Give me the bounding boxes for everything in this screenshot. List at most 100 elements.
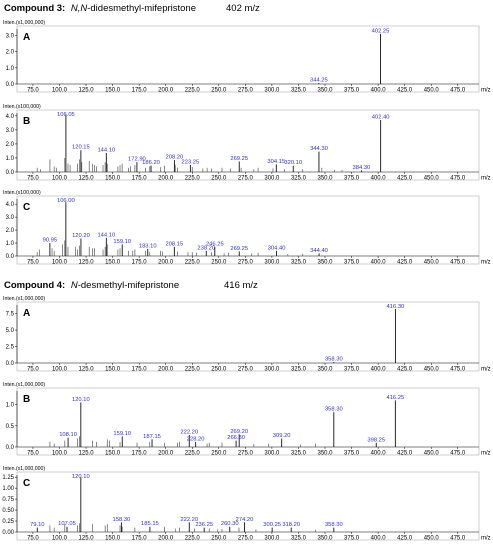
x-tick-label: 100.0 bbox=[52, 451, 68, 457]
x-tick-label: 450.0 bbox=[424, 88, 440, 94]
panel-frame bbox=[16, 471, 480, 541]
x-tick-label: 475.0 bbox=[450, 260, 466, 266]
peak-label: 309.20 bbox=[273, 433, 291, 439]
x-tick-label: 450.0 bbox=[424, 367, 440, 373]
x-tick-label: 225.0 bbox=[185, 176, 201, 182]
peak-label: 223.25 bbox=[182, 159, 200, 165]
peak-label: 269.25 bbox=[230, 156, 248, 162]
x-tick-label: 200.0 bbox=[158, 536, 174, 542]
x-tick-label: 375.0 bbox=[344, 451, 360, 457]
x-tick-label: 350.0 bbox=[317, 88, 333, 94]
x-tick-label: 300.0 bbox=[264, 88, 280, 94]
panel-label: A bbox=[23, 32, 30, 43]
peak-label: 120.10 bbox=[72, 397, 90, 403]
panel-frame bbox=[16, 301, 480, 372]
intensity-label: Inten.(x100,000) bbox=[3, 104, 41, 110]
spectrum-panels: Inten.(x1,000,000) A 0.0 1.0 2.0 3.0 75.0 100.0… bbox=[2, 20, 490, 542]
peak-label: 106.00 bbox=[57, 198, 75, 204]
x-tick-label: 250.0 bbox=[211, 260, 227, 266]
x-tick-label: 300.0 bbox=[264, 260, 280, 266]
x-tick-label: 150.0 bbox=[105, 367, 121, 373]
y-tick-label: 3.0 bbox=[6, 33, 15, 39]
peak-label: 358.30 bbox=[325, 407, 343, 413]
peak-label: 158.30 bbox=[113, 517, 131, 523]
x-tick-label: 225.0 bbox=[185, 88, 201, 94]
x-tick-label: 175.0 bbox=[132, 176, 148, 182]
compound-4-name-rest: -desmethyl-mifepristone bbox=[78, 280, 179, 291]
y-tick-label: 0.0 bbox=[6, 82, 15, 88]
x-tick-label: 200.0 bbox=[158, 367, 174, 373]
x-tick-label: 350.0 bbox=[317, 260, 333, 266]
x-tick-label: 75.0 bbox=[27, 260, 39, 266]
intensity-label: Inten.(x1,000,000) bbox=[3, 20, 45, 26]
x-tick-label: 425.0 bbox=[397, 176, 413, 182]
peak-label: 246.25 bbox=[206, 241, 224, 247]
x-tick-label: 125.0 bbox=[79, 176, 95, 182]
x-tick-label: 200.0 bbox=[158, 176, 174, 182]
x-tick-label: 100.0 bbox=[52, 176, 68, 182]
peak-label: 320.10 bbox=[284, 160, 302, 166]
peak-label: 274.20 bbox=[236, 517, 254, 523]
x-tick-label: 325.0 bbox=[291, 260, 307, 266]
intensity-label: Inten.(x1,000,000) bbox=[3, 296, 45, 302]
y-tick-label: 1.0 bbox=[6, 403, 15, 409]
compound-4-mz: 416 m/z bbox=[224, 280, 258, 291]
y-tick-label: 0.0 bbox=[6, 254, 15, 260]
x-unit-label: m/z bbox=[481, 260, 491, 266]
x-tick-label: 450.0 bbox=[424, 176, 440, 182]
y-tick-label: 2.0 bbox=[6, 142, 15, 148]
peak-label: 236.25 bbox=[195, 522, 213, 528]
compound-3-label: Compound 3: bbox=[4, 3, 65, 14]
x-tick-label: 150.0 bbox=[105, 88, 121, 94]
peak-label: 183.10 bbox=[139, 243, 157, 249]
panel-label: B bbox=[23, 394, 30, 405]
peak-label: 159.10 bbox=[113, 431, 131, 437]
x-tick-label: 300.0 bbox=[264, 367, 280, 373]
x-tick-label: 275.0 bbox=[238, 536, 254, 542]
peak-label: 159.10 bbox=[113, 239, 131, 245]
peak-label: 358.30 bbox=[325, 357, 343, 363]
peak-label: 260.30 bbox=[221, 521, 239, 527]
x-tick-label: 475.0 bbox=[450, 367, 466, 373]
compound-4-header: Compound 4: N-desmethyl-mifepristone bbox=[4, 280, 179, 291]
x-tick-label: 475.0 bbox=[450, 536, 466, 542]
y-tick-label: 1.0 bbox=[6, 241, 15, 247]
x-tick-label: 75.0 bbox=[27, 367, 39, 373]
peak-label: 318.20 bbox=[282, 522, 300, 528]
peak-label: 398.25 bbox=[367, 437, 385, 443]
x-tick-label: 250.0 bbox=[211, 367, 227, 373]
x-tick-label: 375.0 bbox=[344, 176, 360, 182]
x-tick-label: 100.0 bbox=[52, 88, 68, 94]
x-tick-label: 375.0 bbox=[344, 260, 360, 266]
peak-label: 228.20 bbox=[187, 436, 205, 442]
y-tick-label: 2.0 bbox=[6, 228, 15, 234]
x-tick-label: 425.0 bbox=[397, 88, 413, 94]
peak-label: 185.15 bbox=[141, 521, 159, 527]
x-tick-label: 175.0 bbox=[132, 88, 148, 94]
y-tick-label: 0.50 bbox=[2, 508, 14, 514]
x-tick-label: 300.0 bbox=[264, 451, 280, 457]
x-tick-label: 425.0 bbox=[397, 451, 413, 457]
x-tick-label: 400.0 bbox=[371, 260, 387, 266]
x-tick-label: 400.0 bbox=[371, 367, 387, 373]
x-tick-label: 250.0 bbox=[211, 451, 227, 457]
y-tick-label: 1.0 bbox=[6, 66, 15, 72]
intensity-label: Inten.(x1,000,000) bbox=[3, 382, 45, 388]
x-tick-label: 75.0 bbox=[27, 536, 39, 542]
y-tick-label: 2.0 bbox=[6, 50, 15, 56]
peak-label: 120.10 bbox=[72, 474, 90, 480]
peak-label: 186.20 bbox=[142, 160, 160, 166]
peak-label: 402.25 bbox=[372, 28, 390, 34]
x-tick-label: 125.0 bbox=[79, 536, 95, 542]
peak-label: 344.30 bbox=[310, 146, 328, 152]
peak-label: 208.15 bbox=[165, 241, 183, 247]
panel-label: B bbox=[23, 116, 30, 127]
y-tick-label: 3.0 bbox=[6, 215, 15, 221]
x-tick-label: 150.0 bbox=[105, 451, 121, 457]
spectrum-4-A: Inten.(x1,000,000) A 0.0 2.5 5.0 7.5 75.0 100.0… bbox=[3, 296, 491, 373]
x-tick-label: 200.0 bbox=[158, 451, 174, 457]
x-tick-label: 75.0 bbox=[27, 176, 39, 182]
peak-label: 108.10 bbox=[59, 432, 77, 438]
peak-label: 107.05 bbox=[58, 521, 76, 527]
peak-label: 144.10 bbox=[97, 232, 115, 238]
